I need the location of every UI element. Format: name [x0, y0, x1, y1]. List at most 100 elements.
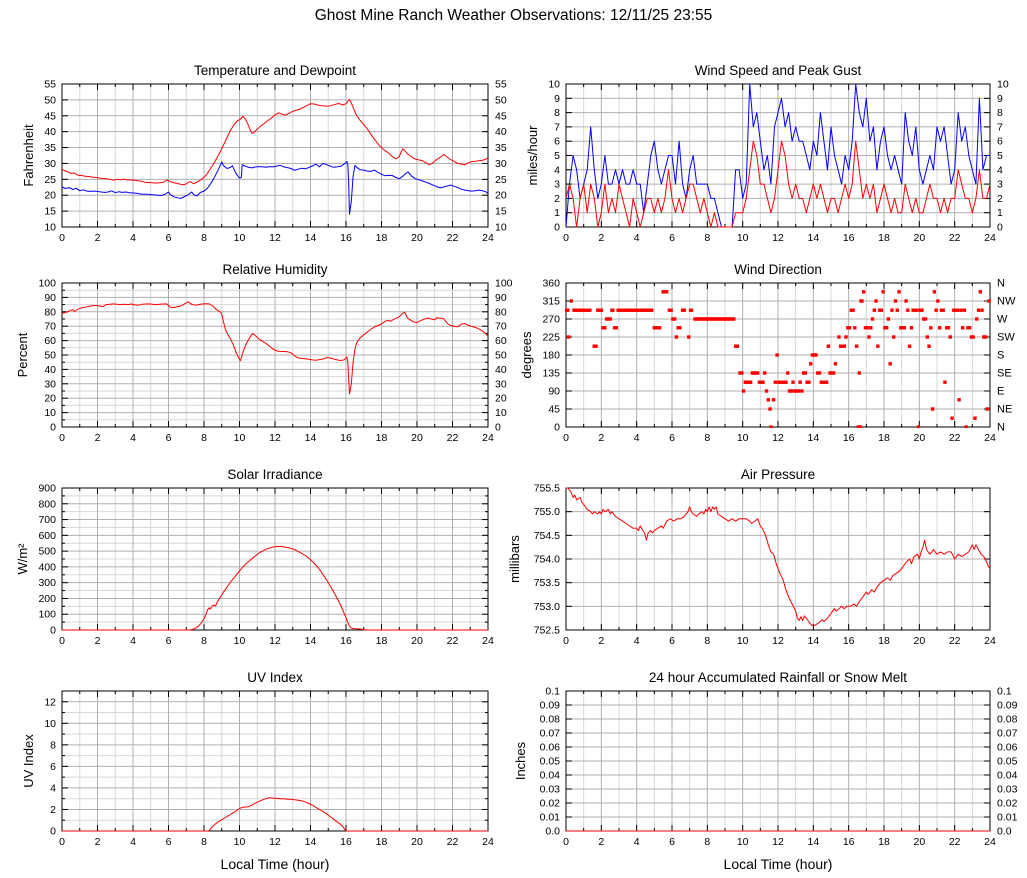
y-tick-label: 3: [554, 179, 560, 191]
x-tick-label: 14: [305, 836, 317, 848]
data-point: [764, 389, 769, 393]
data-point: [976, 308, 981, 312]
y-tick-label: 30: [44, 378, 56, 390]
y-tick-label: 25: [44, 174, 56, 186]
data-point: [913, 308, 917, 312]
x-tick-label: 6: [166, 232, 172, 244]
x-tick-label: 14: [807, 432, 819, 444]
x-tick-label: 18: [878, 635, 890, 647]
x-tick-label: 6: [669, 836, 675, 848]
y-tick-label: 300: [38, 577, 56, 589]
series-group: [62, 545, 488, 631]
data-point: [826, 344, 831, 348]
chart-title: Air Pressure: [741, 467, 815, 482]
data-point: [982, 335, 986, 339]
y-tick-label-right: 0.03: [997, 784, 1018, 796]
y-tick-label-right: 6: [997, 136, 1003, 148]
data-point: [582, 308, 587, 312]
series-group: [62, 797, 488, 832]
chart-title: Wind Speed and Peak Gust: [695, 63, 862, 78]
y-tick-label: 10: [44, 407, 56, 419]
data-point: [654, 326, 658, 330]
data-point: [808, 362, 813, 366]
x-tick-label: 16: [340, 635, 352, 647]
data-point: [831, 371, 836, 375]
x-tick-label: 4: [634, 432, 640, 444]
data-point: [733, 344, 738, 348]
y-tick-label-right: 9: [997, 93, 1003, 105]
data-point: [777, 380, 781, 384]
y-tick-label: 9: [554, 93, 560, 105]
y-tick-label-right: 10: [997, 79, 1009, 91]
data-point: [716, 317, 720, 321]
y-tick-label-right: 0.01: [997, 812, 1018, 824]
data-point: [586, 308, 590, 312]
data-point: [581, 308, 585, 312]
series-group: [565, 83, 991, 228]
data-point: [787, 389, 792, 393]
data-point: [663, 290, 667, 294]
data-point: [796, 389, 801, 393]
data-point: [833, 362, 838, 366]
data-point: [842, 344, 846, 348]
data-point: [726, 317, 731, 321]
data-point: [876, 344, 880, 348]
data-point: [840, 344, 845, 348]
data-point: [642, 308, 647, 312]
y-tick-label: 0.0: [545, 826, 560, 838]
x-tick-label: 22: [447, 635, 459, 647]
data-point: [837, 335, 841, 339]
y-tick-label-right: NW: [997, 296, 1016, 308]
x-tick-label: 20: [913, 635, 925, 647]
data-point: [700, 317, 704, 321]
data-point: [575, 308, 580, 312]
data-point: [680, 308, 685, 312]
data-point: [960, 326, 965, 330]
y-tick-label-right: 0.04: [997, 770, 1018, 782]
series-dewpoint: [61, 161, 489, 215]
data-point: [897, 290, 901, 294]
x-axis-label: Local Time (hour): [724, 856, 833, 872]
y-tick-label-right: 0.07: [997, 728, 1018, 740]
data-point: [763, 371, 767, 375]
data-point: [649, 308, 654, 312]
data-point: [612, 326, 617, 330]
y-tick-label: 0.07: [540, 728, 561, 740]
x-tick-label: 4: [130, 432, 136, 444]
x-tick-label: 20: [411, 836, 423, 848]
y-tick-label: 600: [38, 530, 56, 542]
data-point: [853, 326, 857, 330]
y-tick-label-right: 40: [495, 364, 507, 376]
x-tick-label: 0: [563, 635, 569, 647]
x-tick-label: 24: [482, 836, 494, 848]
data-point: [588, 308, 592, 312]
x-tick-label: 6: [166, 635, 172, 647]
x-tick-label: 4: [634, 635, 640, 647]
x-tick-label: 22: [949, 232, 961, 244]
y-tick-label-right: 20: [495, 190, 507, 202]
y-tick-label: 8: [554, 107, 560, 119]
y-tick-label: 753.0: [534, 601, 560, 613]
data-point: [641, 308, 645, 312]
data-point: [702, 317, 706, 321]
y-tick-label: 45: [548, 404, 560, 416]
data-point: [857, 371, 861, 375]
x-tick-label: 10: [234, 432, 246, 444]
data-point: [623, 308, 627, 312]
data-point: [805, 380, 809, 384]
data-point: [877, 308, 882, 312]
x-tick-label: 18: [878, 232, 890, 244]
y-tick-label-right: 60: [495, 335, 507, 347]
y-tick-label-right: 0: [495, 422, 501, 434]
x-tick-label: 18: [376, 432, 388, 444]
x-tick-label: 0: [59, 836, 65, 848]
data-point: [780, 380, 785, 384]
data-point: [801, 371, 806, 375]
data-point: [916, 425, 921, 428]
y-tick-label-right: W: [997, 314, 1008, 326]
data-point: [738, 371, 742, 375]
x-tick-label: 14: [305, 432, 317, 444]
data-point: [922, 317, 926, 321]
y-tick-label: 315: [542, 296, 560, 308]
